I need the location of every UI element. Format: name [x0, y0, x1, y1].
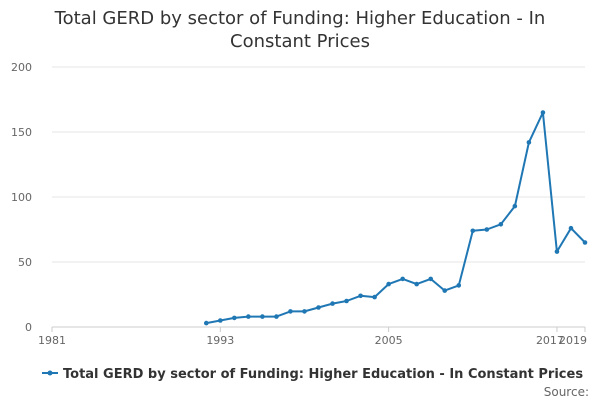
data-point[interactable]: [568, 225, 574, 231]
data-point[interactable]: [302, 309, 307, 314]
y-tick-label: 100: [11, 191, 32, 204]
y-tick-label: 150: [11, 126, 32, 139]
data-point[interactable]: [246, 314, 251, 319]
gridlines: [52, 66, 585, 328]
data-point[interactable]: [484, 227, 490, 232]
data-point[interactable]: [526, 140, 532, 145]
data-point[interactable]: [428, 276, 434, 282]
x-tick-label: 2019: [559, 334, 587, 347]
x-tick-label: 1993: [206, 334, 234, 347]
data-point[interactable]: [316, 305, 321, 310]
data-point[interactable]: [288, 309, 293, 314]
source-label: Source:: [544, 385, 589, 399]
chart-title-line-1: Total GERD by sector of Funding: Higher …: [54, 8, 546, 29]
data-point[interactable]: [218, 318, 223, 323]
data-point[interactable]: [400, 276, 405, 282]
data-point[interactable]: [260, 314, 265, 319]
y-tick-label: 0: [25, 321, 32, 334]
data-point[interactable]: [386, 281, 391, 287]
data-point[interactable]: [232, 315, 237, 321]
data-point[interactable]: [470, 228, 476, 234]
data-point[interactable]: [358, 293, 363, 299]
series-layer: [203, 110, 588, 326]
y-tick-label: 50: [18, 256, 32, 269]
legend-label: Total GERD by sector of Funding: Higher …: [63, 367, 583, 382]
data-point[interactable]: [372, 294, 377, 300]
chart-title-line-2: Constant Prices: [230, 31, 370, 52]
data-point[interactable]: [414, 281, 419, 287]
data-point[interactable]: [498, 222, 504, 227]
data-point[interactable]: [442, 288, 448, 293]
data-point[interactable]: [203, 320, 209, 326]
data-point[interactable]: [554, 249, 560, 254]
x-tick-label: 2005: [375, 334, 403, 347]
legend-dot-marker: [47, 370, 53, 376]
x-tick-label: 2017: [536, 334, 564, 347]
data-point[interactable]: [540, 110, 546, 115]
data-point[interactable]: [344, 298, 349, 304]
y-tick-label: 200: [11, 61, 32, 74]
y-axis: 0 50 100 150 200: [11, 61, 32, 334]
data-point[interactable]: [512, 203, 518, 209]
data-point[interactable]: [330, 301, 335, 306]
x-tick-label: 1981: [38, 334, 66, 347]
legend[interactable]: Total GERD by sector of Funding: Higher …: [42, 367, 583, 382]
data-point[interactable]: [274, 314, 279, 319]
series-line: [206, 111, 586, 325]
data-point[interactable]: [582, 240, 588, 245]
data-point[interactable]: [456, 283, 462, 288]
